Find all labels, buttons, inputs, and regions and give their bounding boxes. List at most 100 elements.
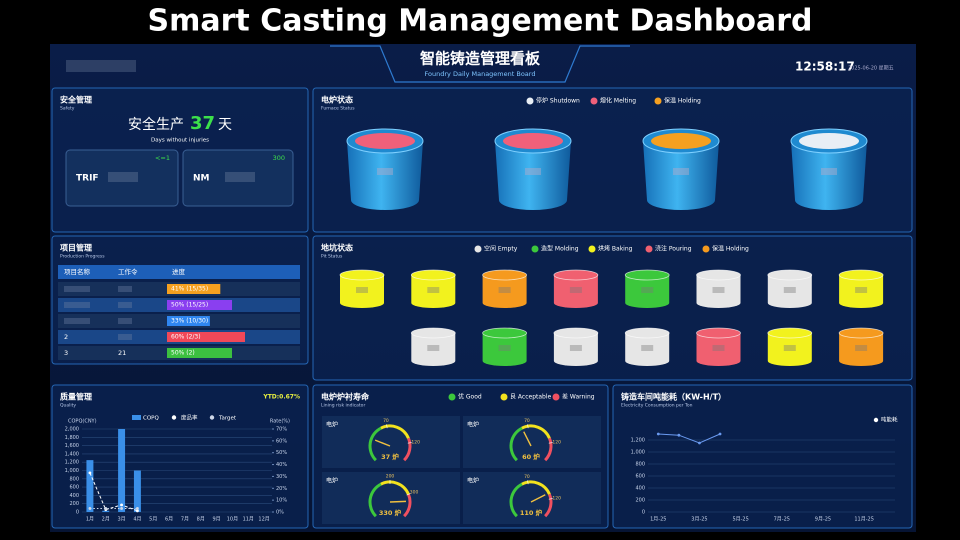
legend-label: COPQ [143, 416, 159, 422]
pit-body [696, 333, 741, 367]
panel [612, 384, 913, 529]
gauge-tick-label: 70 [524, 418, 530, 424]
y-tick-label: 2,000 [65, 427, 79, 433]
y2-tick-label: 60% [276, 438, 287, 444]
gauge-arc [380, 424, 410, 440]
y-tick-label: 1,600 [65, 443, 79, 449]
y-tick-label: 0 [642, 510, 645, 516]
y2-tick-label: 30% [276, 474, 287, 480]
legend-label: 差 Warning [562, 393, 595, 401]
y-tick-label: 0 [76, 510, 79, 516]
x-tick-label: 11月-25 [854, 517, 874, 523]
y-tick-label: 600 [635, 474, 645, 480]
panel [51, 384, 309, 529]
card-target: 300 [273, 154, 285, 162]
blurred-label [855, 345, 868, 351]
legend-label: 废品率 [181, 414, 198, 422]
x-tick-label: 8月 [197, 517, 205, 523]
gauge-arc [368, 482, 382, 518]
header-title: 智能铸造管理看板 [420, 50, 541, 68]
ytd: YTD:0.67% [262, 394, 300, 401]
legend-swatch [531, 245, 539, 253]
gauge-tick [527, 480, 529, 485]
legend-swatch [702, 245, 710, 253]
gauge-tick-label: 70 [524, 474, 530, 480]
card-target: <=1 [155, 154, 170, 162]
table-header-cell: 进度 [172, 267, 186, 276]
progress-label: 41% (15/35) [171, 286, 208, 293]
gauge-arc [509, 482, 523, 518]
pit-top [339, 269, 385, 281]
panel-subtitle: Production Progress [60, 254, 105, 260]
bar [118, 429, 126, 512]
row-order: 21 [118, 349, 126, 357]
legend-label: 保温 Holding [664, 97, 701, 105]
legend-swatch [209, 415, 215, 420]
bar [86, 460, 94, 512]
progress-label: 60% (2/3) [171, 334, 201, 341]
blurred-label [525, 168, 541, 175]
pit-top [410, 327, 456, 339]
y-tick-label: 1,800 [65, 435, 79, 441]
blurred-label [641, 287, 654, 293]
legend-swatch [873, 417, 879, 423]
y-tick-label: 1,400 [65, 451, 79, 457]
pit-top [767, 269, 813, 281]
gauge-arc [403, 437, 412, 462]
blurred-label [427, 345, 440, 351]
header-frame [330, 45, 630, 83]
legend-label: 停炉 Shutdown [536, 97, 580, 105]
gauge-tick-label: 200 [386, 474, 395, 480]
gauge-needle [374, 439, 391, 447]
legend-swatch [552, 393, 560, 401]
pit-top [553, 327, 599, 339]
legend-swatch [171, 415, 177, 420]
pit-body [340, 275, 384, 308]
y-tick-label: 400 [635, 486, 645, 492]
blurred-label [712, 287, 725, 293]
pit-top [482, 269, 528, 281]
legend-swatch [132, 415, 141, 420]
panel-title: 地坑状态 [321, 243, 353, 253]
panel-title: 电炉状态 [321, 95, 353, 105]
table-header [58, 265, 300, 279]
blurred-cell [118, 286, 132, 292]
gauge-needle [530, 494, 546, 503]
furnace-body [791, 141, 867, 210]
gauge-tick-label: 120 [552, 439, 561, 445]
progress-label: 33% (10/30) [171, 318, 208, 325]
blurred-cell [118, 334, 132, 340]
row-name: 2 [64, 333, 68, 341]
panel-subtitle: Electricity Consumption per Ton [621, 403, 693, 409]
y2-tick-label: 0% [276, 510, 284, 516]
y2-tick-label: 40% [276, 462, 287, 468]
gauge-value: 37 炉 [381, 452, 399, 461]
pit-body [696, 275, 741, 308]
blurred-cell [64, 302, 90, 308]
clock-date: 2025-06-20 星期五 [848, 66, 894, 72]
y-tick-label: 600 [69, 485, 79, 491]
x-tick-label: 10月 [227, 517, 238, 523]
gauge-tick [407, 442, 412, 444]
legend-swatch [500, 393, 508, 401]
blurred-cell [118, 318, 132, 324]
pit-body [625, 275, 670, 308]
pit-top [482, 327, 528, 339]
pit-top [838, 269, 884, 281]
line-point [718, 432, 722, 436]
panel [312, 87, 913, 233]
x-tick-label: 7月-25 [774, 517, 790, 523]
blurred-label [498, 287, 511, 293]
y2-tick-label: 50% [276, 450, 287, 456]
bar [102, 510, 110, 512]
line-point [120, 503, 123, 507]
y-tick-label: 1,000 [631, 450, 645, 456]
pit-body [482, 333, 527, 366]
pit-top [624, 269, 670, 281]
furnace-body [347, 141, 423, 210]
x-tick-label: 11月 [243, 517, 254, 523]
line-point [88, 507, 92, 510]
y2-tick-label: 10% [276, 498, 287, 504]
